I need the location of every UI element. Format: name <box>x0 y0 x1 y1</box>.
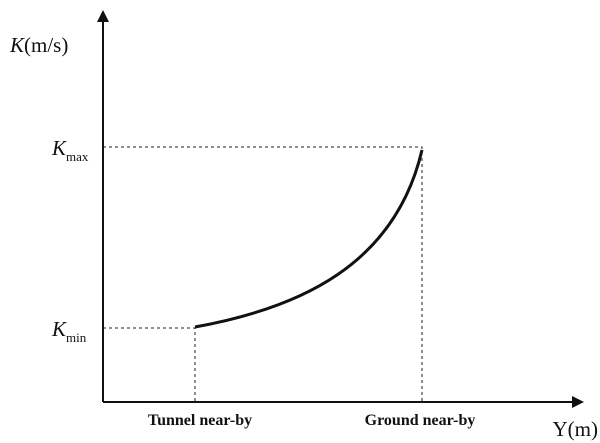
kmin-label: Kmin <box>51 317 87 345</box>
tunnel-label: Tunnel near-by <box>148 412 252 429</box>
kmin-symbol: K <box>51 317 67 341</box>
kmax-symbol: K <box>51 136 67 160</box>
kmin-guide <box>103 327 196 402</box>
y-axis-symbol: K <box>9 33 25 57</box>
k-curve <box>194 149 424 329</box>
kmin-subscript: min <box>66 330 87 345</box>
kmax-label: Kmax <box>51 136 89 164</box>
kmax-guide <box>103 146 423 402</box>
x-axis-label: Y(m) <box>553 417 599 441</box>
y-axis-label: K(m/s) <box>9 33 68 57</box>
y-axis-unit: (m/s) <box>24 33 68 57</box>
kmax-subscript: max <box>66 149 89 164</box>
ground-label: Ground near-by <box>365 412 476 429</box>
